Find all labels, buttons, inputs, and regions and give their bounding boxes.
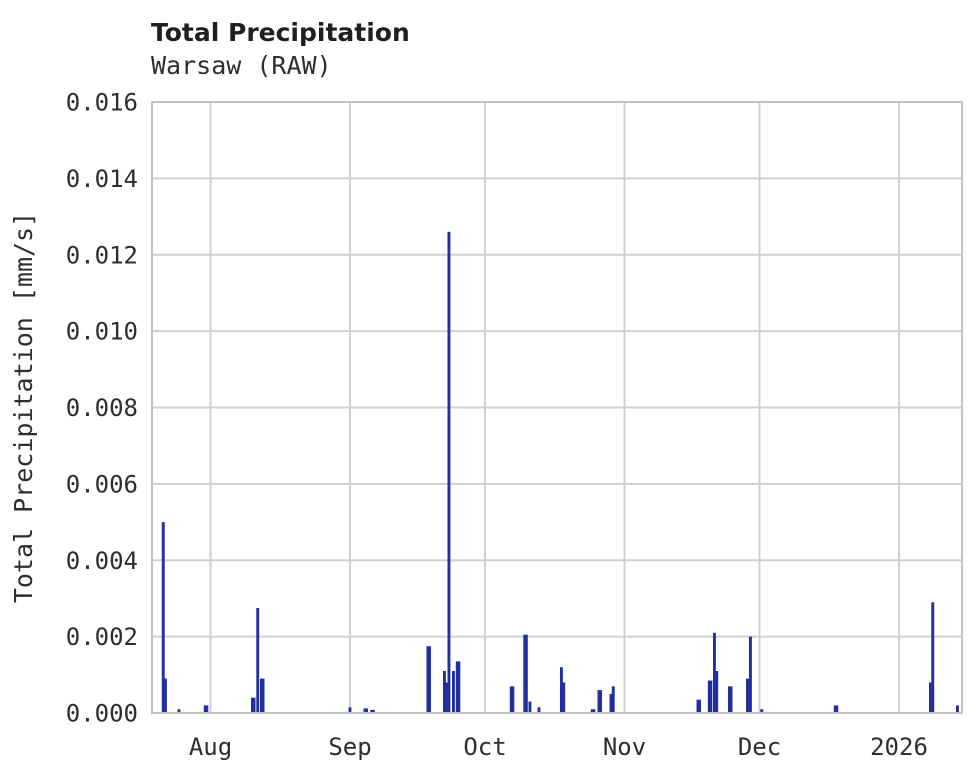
precip-bar xyxy=(161,522,165,713)
precip-bar xyxy=(177,709,181,713)
gridlines xyxy=(152,101,962,714)
precip-bar xyxy=(560,667,563,713)
precip-bar xyxy=(537,707,541,713)
precip-bar xyxy=(696,699,701,713)
precip-bar xyxy=(260,678,265,713)
precip-bar xyxy=(251,697,256,713)
y-axis-labels: 0.000 0.002 0.004 0.006 0.008 0.010 0.012 0.014… xyxy=(66,89,138,728)
precip-bar xyxy=(707,680,713,713)
precip-bar xyxy=(523,634,528,713)
x-tick-label: Nov xyxy=(603,733,646,761)
precip-bar xyxy=(443,671,446,713)
y-tick-label: 0.002 xyxy=(66,623,138,651)
precip-bar xyxy=(370,709,375,713)
y-tick-label: 0.006 xyxy=(66,470,138,498)
y-tick-label: 0.016 xyxy=(66,89,138,117)
precip-bar xyxy=(929,682,932,713)
precip-bar xyxy=(447,231,451,714)
precip-bar xyxy=(455,661,461,713)
precip-bar xyxy=(509,686,515,713)
precip-bar xyxy=(931,602,935,713)
precip-bar xyxy=(956,705,959,713)
precip-bar xyxy=(562,682,566,713)
chart-title: Total Precipitation xyxy=(151,18,410,47)
precip-bar xyxy=(348,707,352,713)
y-tick-label: 0.014 xyxy=(66,165,138,193)
precip-bar xyxy=(203,705,209,713)
precip-bar xyxy=(426,646,431,713)
y-tick-label: 0.012 xyxy=(66,241,138,269)
precip-bar xyxy=(609,693,613,713)
precip-bar xyxy=(833,705,839,713)
y-tick-label: 0.000 xyxy=(66,700,138,728)
precip-bar xyxy=(597,690,602,713)
x-tick-label: Oct xyxy=(463,733,506,761)
precip-bar xyxy=(590,709,596,713)
precip-bar xyxy=(452,671,455,713)
chart-subtitle: Warsaw (RAW) xyxy=(151,51,332,80)
precip-bar xyxy=(164,678,167,713)
y-axis-title: Total Precipitation [mm/s] xyxy=(9,212,38,603)
precip-bar xyxy=(611,686,615,713)
precip-bar xyxy=(445,682,449,713)
y-tick-label: 0.004 xyxy=(66,547,138,575)
precip-bar xyxy=(746,678,751,713)
precip-bar xyxy=(715,671,719,713)
x-tick-label: 2026 xyxy=(870,733,928,761)
precip-bar xyxy=(749,636,752,713)
plot-border xyxy=(151,101,963,714)
precip-bar xyxy=(760,709,764,713)
x-tick-label: Aug xyxy=(189,733,232,761)
y-tick-label: 0.010 xyxy=(66,318,138,346)
precip-bar xyxy=(363,708,368,713)
precip-bar xyxy=(256,608,260,713)
precip-bar xyxy=(713,632,716,713)
x-tick-label: Sep xyxy=(328,733,371,761)
x-axis-labels: Aug Sep Oct Nov Dec 2026 xyxy=(189,733,928,761)
precip-bar xyxy=(728,686,733,713)
precip-bar xyxy=(528,701,532,713)
bars xyxy=(161,231,959,714)
y-tick-label: 0.008 xyxy=(66,394,138,422)
x-tick-label: Dec xyxy=(738,733,781,761)
